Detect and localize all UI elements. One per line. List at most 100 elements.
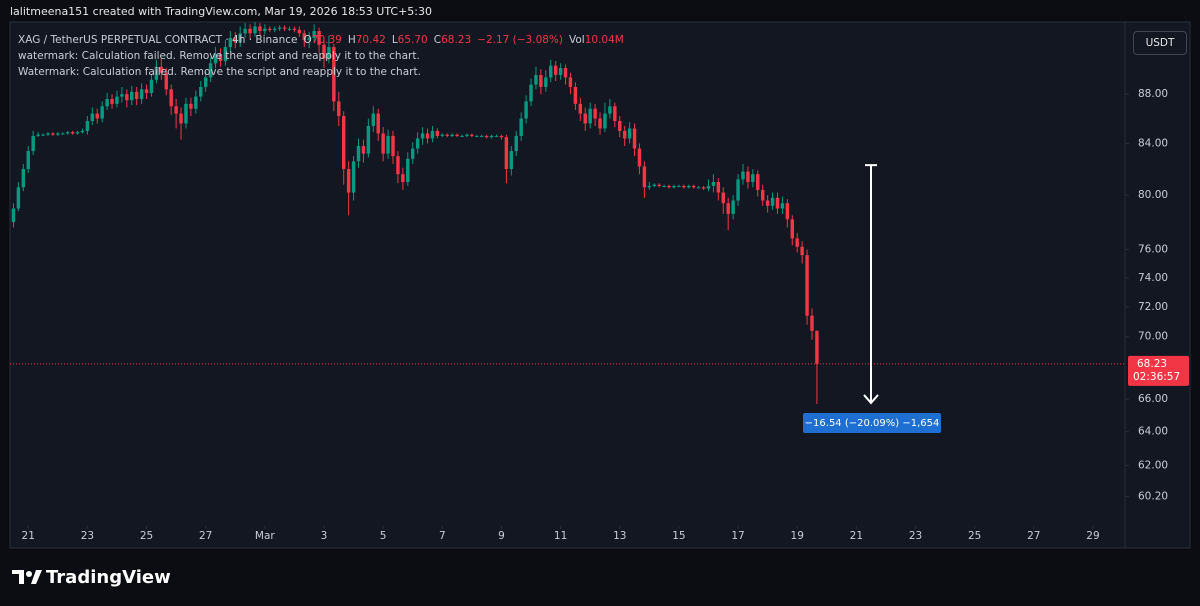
measure-arrowhead [863,394,879,405]
candle-body [465,134,469,136]
candle-body [80,130,85,133]
candle-body [652,184,656,186]
legend-key: Vol [569,34,585,46]
candle-body [509,151,514,170]
x-tick-label: 23 [909,530,922,542]
x-tick-label: 25 [140,530,153,542]
candle-body [243,28,247,34]
candle-body [805,255,809,316]
candle-body [696,187,701,189]
candle-body [51,133,55,135]
candle-body [529,84,533,102]
candle-body [125,94,129,101]
x-tick-label: 3 [321,530,328,542]
candle-body [583,113,587,124]
candle-body [558,67,563,76]
candle-body [322,44,326,59]
candle-body [21,169,26,188]
candle-body [381,133,385,154]
candle-body [287,28,292,30]
candle-body [603,113,607,129]
candle-body [302,33,307,41]
candle-body [815,330,819,364]
legend-key: H [347,34,356,46]
y-tick-label: 60.20 [1138,491,1168,503]
candle-body [613,106,617,122]
candle-body [36,134,40,136]
legend-value: 65.70 [397,34,428,46]
x-tick-label: 27 [199,530,212,542]
candle-body [351,161,356,193]
y-tick-label: 72.00 [1138,301,1168,313]
y-tick-label: 88.00 [1138,88,1168,100]
candle-body [61,133,65,135]
candle-body [499,135,504,138]
candle-body [795,238,799,247]
candle-body [95,113,99,119]
candle-body [105,98,109,107]
candle-body [401,174,405,183]
candle-body [598,118,602,129]
candle-body [731,200,735,214]
candle-body [460,135,464,137]
candle-body [706,185,711,189]
x-tick-label: 21 [850,530,863,542]
candle-body [406,158,410,183]
indicator-message: Watermark: Calculation failed. Remove th… [18,66,421,78]
candle-body [297,29,302,34]
candle-body [672,185,676,188]
measure-label-box [803,412,941,433]
candle-body [475,135,479,137]
candle-body [110,98,114,104]
candle-body [346,169,351,193]
candle-body [223,47,228,61]
candle-body [637,148,642,167]
candle-body [519,118,523,136]
candle-body [746,171,750,183]
last-price-label: 68.23 [1137,358,1167,370]
candle-body [504,137,509,170]
candle-body [445,134,449,136]
candle-body [258,26,262,32]
candle-body [563,67,568,78]
candle-body [642,166,647,188]
candle-body [41,134,45,136]
currency-button[interactable]: USDT [1133,31,1187,55]
candle-body [366,125,371,154]
candle-body [199,86,203,97]
candle-body [154,66,159,80]
y-tick-label: 80.00 [1138,189,1168,201]
candle-body [568,77,573,87]
candle-body [775,197,780,209]
candle-body [553,65,558,76]
y-tick-label: 66.00 [1138,393,1168,405]
candle-body [682,185,686,188]
candle-body [115,96,119,104]
candle-body [144,89,149,93]
candle-body [450,134,454,136]
candle-body [425,133,430,139]
x-tick-label: 5 [380,530,387,542]
x-tick-label: 27 [1027,530,1040,542]
candle-body [356,146,361,162]
x-tick-label: 19 [791,530,804,542]
candle-body [277,27,282,29]
candle-body [608,106,612,114]
candle-body [169,89,173,107]
candle-body [455,134,459,136]
candle-body [544,77,548,87]
candle-body [627,128,632,139]
candle-body [253,26,257,34]
candle-body [632,128,637,149]
countdown: 02:36:57 [1133,371,1180,383]
candle-body [435,130,440,136]
candle-body [26,151,30,170]
candle-body [218,53,223,61]
candle-body [46,133,50,135]
x-tick-label: 15 [672,530,685,542]
y-tick-label: 62.00 [1138,459,1168,471]
x-tick-label: 29 [1086,530,1099,542]
candle-body [588,108,592,124]
candle-body [391,135,395,157]
candle-body [376,113,380,134]
